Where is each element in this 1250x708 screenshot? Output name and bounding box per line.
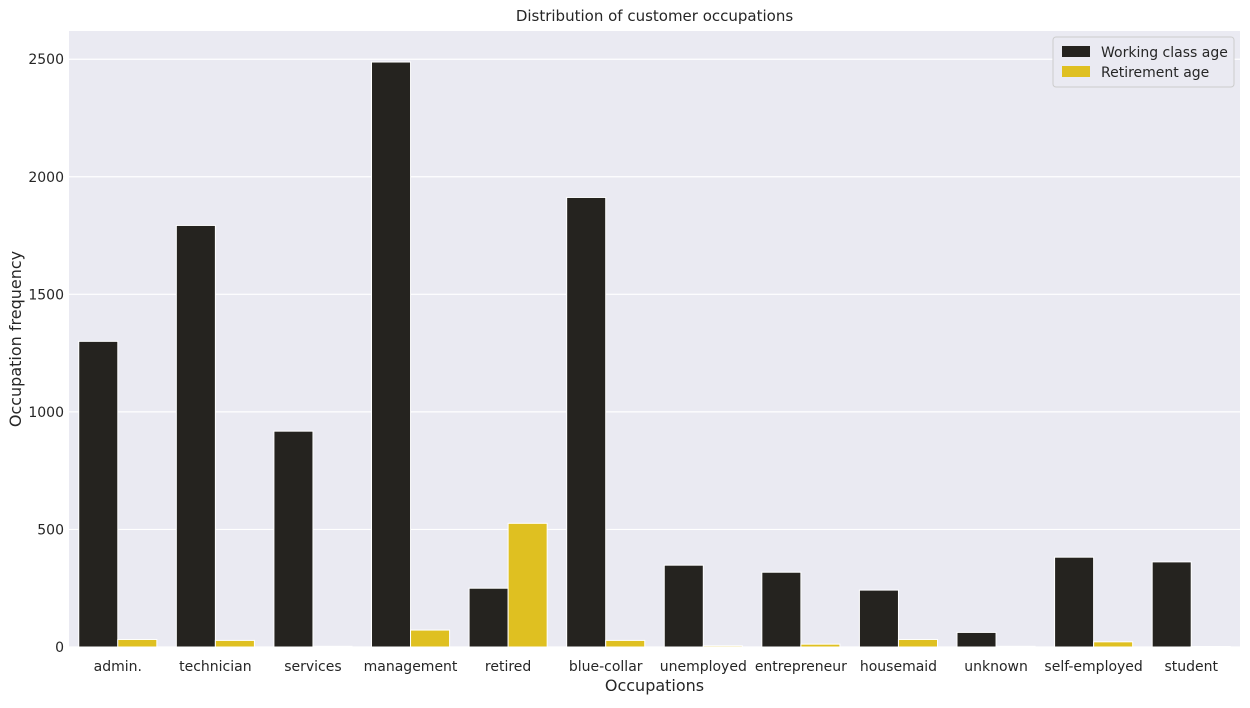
bar-services-series-1 <box>274 431 313 647</box>
bar-entrepreneur-series-1 <box>762 572 801 647</box>
bar-management-series-1 <box>372 62 411 647</box>
y-axis-label: Occupation frequency <box>6 251 25 427</box>
x-tick-label: services <box>284 659 341 675</box>
x-tick-label: blue-collar <box>569 659 643 675</box>
y-tick-label: 2500 <box>28 52 64 68</box>
legend-label: Retirement age <box>1101 65 1209 81</box>
x-tick-label: technician <box>179 659 251 675</box>
legend-swatch <box>1062 66 1090 77</box>
bar-blue-collar-series-2 <box>606 640 645 647</box>
bar-entrepreneur-series-2 <box>801 644 840 647</box>
legend: Working class age Retirement age <box>1053 37 1234 87</box>
x-tick-label: housemaid <box>860 659 937 675</box>
chart-title: Distribution of customer occupations <box>516 7 794 25</box>
bar-housemaid-series-2 <box>898 639 937 647</box>
bar-management-series-2 <box>411 630 450 647</box>
bar-unemployed-series-1 <box>664 565 703 647</box>
bar-student-series-1 <box>1152 562 1191 647</box>
y-tick-label: 0 <box>55 640 64 656</box>
x-tick-label: unemployed <box>660 659 747 675</box>
x-axis-label: Occupations <box>605 676 704 695</box>
x-axis-ticks: admin. technician services management retire… <box>94 659 1219 675</box>
plot-area <box>69 31 1240 647</box>
bar-services-series-2 <box>313 646 352 647</box>
bar-retired-series-2 <box>508 523 547 647</box>
x-tick-label: self-employed <box>1044 659 1142 675</box>
bar-unknown-series-1 <box>957 632 996 647</box>
x-tick-label: admin. <box>94 659 142 675</box>
bar-self-employed-series-2 <box>1094 642 1133 647</box>
x-tick-label: management <box>364 659 458 675</box>
bar-technician-series-2 <box>215 640 254 647</box>
y-tick-label: 1000 <box>28 405 64 421</box>
bar-blue-collar-series-1 <box>567 197 606 647</box>
legend-label: Working class age <box>1101 45 1228 61</box>
x-tick-label: entrepreneur <box>755 659 847 675</box>
y-tick-label: 2000 <box>28 170 64 186</box>
x-tick-label: student <box>1164 659 1218 675</box>
bar-admin-series-1 <box>79 341 118 647</box>
x-tick-label: unknown <box>964 659 1028 675</box>
y-axis-ticks: 0 500 1000 1500 2000 2500 <box>28 52 64 656</box>
bar-technician-series-1 <box>176 225 215 647</box>
bar-admin-series-2 <box>118 639 157 647</box>
bar-retired-series-1 <box>469 588 508 647</box>
bar-unknown-series-2 <box>996 646 1035 647</box>
y-tick-label: 1500 <box>28 287 64 303</box>
bar-housemaid-series-1 <box>859 590 898 647</box>
x-tick-label: retired <box>485 659 531 675</box>
y-tick-label: 500 <box>37 522 64 538</box>
legend-swatch <box>1062 46 1090 57</box>
bar-unemployed-series-2 <box>703 646 742 647</box>
bar-self-employed-series-1 <box>1055 557 1094 647</box>
